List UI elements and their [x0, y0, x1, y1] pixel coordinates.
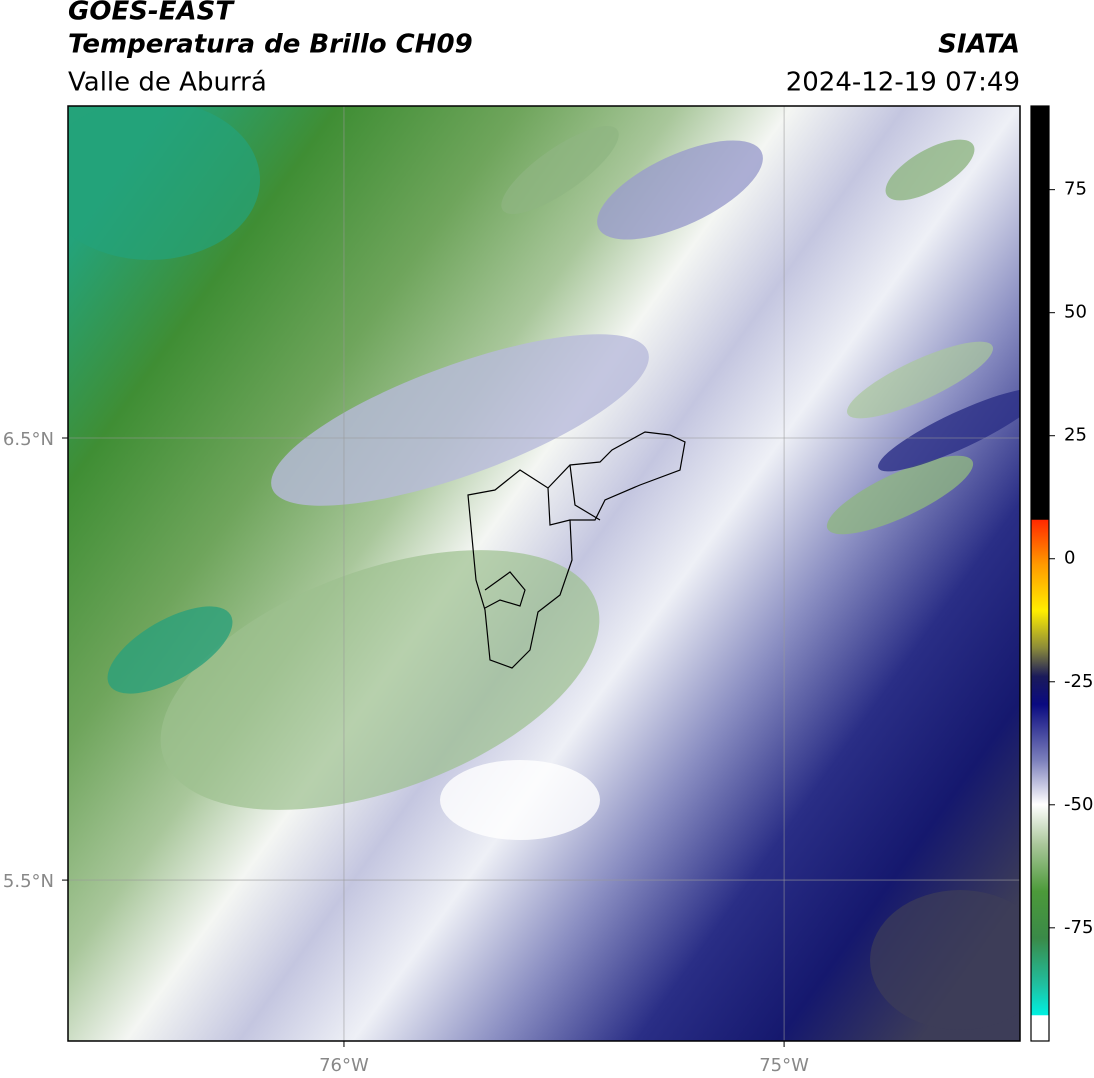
colorbar-tick-label: 50: [1064, 302, 1087, 323]
map-frame: [67, 105, 1021, 1042]
colorbar-tick-label: 0: [1064, 548, 1075, 569]
datetime: 2024-12-19 07:49: [786, 68, 1020, 98]
subtitle: Temperatura de Brillo CH09: [68, 30, 473, 60]
y-tick-label: 6.5°N: [3, 429, 54, 450]
y-tick-label: 5.5°N: [3, 871, 54, 892]
source: SIATA: [938, 30, 1020, 60]
colorbar-tick-label: -25: [1064, 671, 1093, 692]
valley-outline: [467, 431, 686, 669]
x-tick-label: 76°W: [319, 1055, 369, 1076]
x-tick-label: 75°W: [759, 1055, 809, 1076]
colorbar-tick-label: 75: [1064, 179, 1087, 200]
colorbar-tick-label: -75: [1064, 917, 1093, 938]
region: Valle de Aburrá: [68, 68, 267, 98]
title: GOES-EAST: [68, 0, 235, 27]
colorbar-tick-label: 25: [1064, 425, 1087, 446]
satellite-image: [68, 106, 1020, 1041]
colorbar-tick-label: -50: [1064, 794, 1093, 815]
colorbar: [1030, 105, 1050, 1042]
